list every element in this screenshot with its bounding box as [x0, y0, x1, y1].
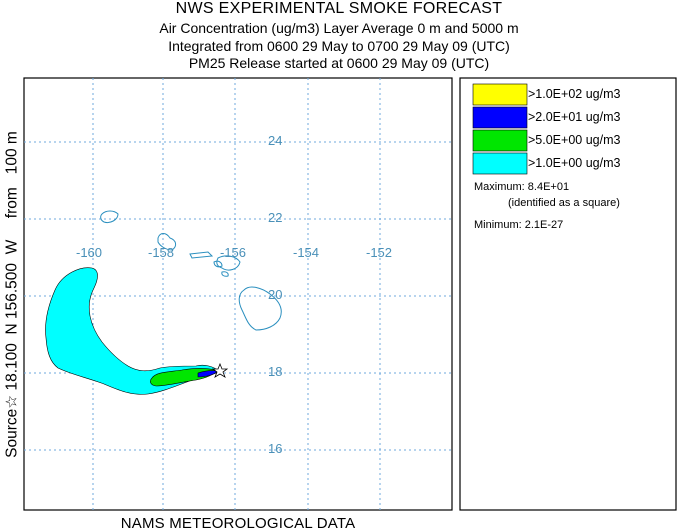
lon-label-156: -156 [220, 245, 247, 260]
legend-swatch-gt5 [472, 129, 528, 152]
coast-island-kahoolawe [221, 271, 229, 277]
coast-island-maui [216, 255, 241, 271]
subtitle-line-3: PM25 Release started at 0600 29 May 09 (… [188, 55, 490, 71]
lat-label-18: 18 [268, 364, 283, 379]
coast-island-niihau [100, 210, 119, 223]
legend-label-gt100: >1.0E+02 ug/m3 [528, 87, 621, 101]
map-grid [24, 78, 452, 510]
legend-label-gt5: >5.0E+00 ug/m3 [528, 133, 621, 147]
legend-label-gt1: >1.0E+00 ug/m3 [528, 156, 621, 170]
lat-label-20: 20 [268, 287, 283, 302]
legend-swatch-gt100 [472, 83, 528, 106]
lon-label-160: -160 [76, 245, 103, 260]
minimum-value: Minimum: 2.1E-27 [474, 219, 564, 231]
lon-label-154: -154 [293, 245, 320, 260]
subtitle-line-1: Air Concentration (ug/m3) Layer Average … [159, 20, 519, 36]
lon-label-158: -158 [148, 245, 175, 260]
subtitle-line-2: Integrated from 0600 29 May to 0700 29 M… [168, 38, 510, 54]
maximum-note: (identified as a square) [508, 197, 620, 209]
footer-data-source: NAMS METEOROLOGICAL DATA [120, 515, 356, 532]
legend-label-gt20: >2.0E+01 ug/m3 [528, 110, 621, 124]
lat-label-22: 22 [268, 210, 283, 225]
forecast-title: NWS EXPERIMENTAL SMOKE FORECAST [175, 0, 503, 17]
maximum-value: Maximum: 8.4E+01 [474, 181, 570, 193]
source-star-icon [211, 362, 229, 378]
map-frame [23, 77, 453, 511]
legend-swatch-gt1 [472, 152, 528, 175]
lon-label-152: -152 [366, 245, 393, 260]
coastlines [100, 210, 282, 331]
coast-island-molokai [189, 251, 214, 259]
legend-swatch-gt20 [472, 106, 528, 129]
coast-island-oahu [157, 233, 177, 251]
lat-label-16: 16 [268, 441, 283, 456]
lat-label-24: 24 [268, 133, 283, 148]
coast-island-hawaii [238, 286, 282, 331]
